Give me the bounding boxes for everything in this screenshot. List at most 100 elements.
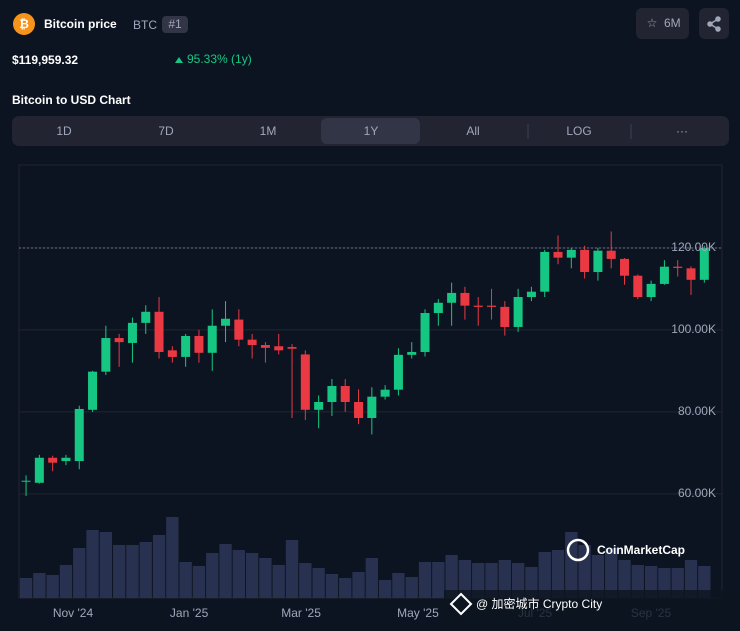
candle-body: [646, 283, 656, 298]
candle-body: [580, 249, 590, 273]
volume-bar: [192, 566, 206, 598]
volume-bar: [458, 560, 472, 598]
candle-body: [699, 247, 709, 280]
volume-bar: [498, 560, 511, 598]
volume-bar: [299, 563, 312, 598]
watermark-icon: [449, 592, 473, 616]
candle-body: [21, 480, 31, 482]
volume-bar: [139, 542, 152, 598]
tab[interactable]: 1M: [260, 124, 277, 138]
tab[interactable]: 1D: [56, 124, 72, 138]
coin-glyph: ₿: [19, 17, 29, 31]
volume-bar: [86, 530, 99, 598]
candle-body: [167, 350, 177, 357]
candle-body: [247, 339, 257, 346]
y-tick-label: 60.00K: [678, 486, 716, 500]
volume-bar: [485, 563, 498, 598]
volume-bar: [511, 563, 525, 598]
candle-body: [500, 306, 510, 327]
volume-bar: [365, 558, 378, 598]
volume-bar: [352, 572, 365, 598]
price: $119,959.32: [12, 53, 78, 67]
volume-bar: [206, 553, 219, 598]
candle-body: [88, 371, 98, 410]
volume-bar: [472, 563, 485, 598]
volume-bar: [219, 544, 232, 598]
volume-bar: [378, 580, 392, 598]
volume-bar: [432, 562, 445, 598]
x-tick-label: Mar '25: [281, 606, 321, 620]
x-tick-label: Jan '25: [170, 606, 209, 620]
tab[interactable]: All: [466, 124, 479, 138]
volume-bar: [179, 562, 192, 598]
candle-body: [260, 345, 270, 348]
y-tick-label: 120.00K: [671, 240, 716, 254]
volume-bar: [605, 548, 618, 598]
candle-body: [154, 311, 164, 352]
candle-body: [141, 311, 151, 323]
tab[interactable]: 1Y: [364, 124, 379, 138]
candle-body: [367, 396, 377, 418]
candle-body: [460, 292, 470, 306]
watermark-bg: [444, 590, 740, 622]
x-tick-label: May '25: [397, 606, 439, 620]
volume-bar: [339, 578, 352, 598]
candle-body: [274, 346, 284, 351]
tab[interactable]: LOG: [566, 124, 591, 138]
candle-body: [314, 402, 324, 410]
candle-body: [287, 347, 297, 349]
candle-body: [181, 335, 191, 357]
candle-body: [380, 389, 390, 397]
volume-bar: [418, 562, 432, 598]
candle-body: [553, 251, 563, 258]
candle-body: [673, 266, 683, 268]
volume-bar: [232, 550, 245, 598]
candle-body: [221, 318, 231, 326]
volume-bar: [551, 550, 565, 598]
volume-bar: [618, 560, 631, 598]
candle-body: [513, 297, 523, 327]
price-change: 95.33% (1y): [187, 52, 252, 66]
candle-body: [487, 305, 497, 307]
candle-body: [127, 322, 137, 343]
volume-bar: [445, 555, 458, 598]
volume-bar: [73, 548, 86, 598]
watchlist-button[interactable]: [636, 8, 689, 39]
volume-bar: [33, 573, 46, 598]
rank-badge: [162, 16, 188, 33]
volume-bar: [112, 545, 126, 598]
volume-bar: [631, 565, 644, 598]
candle-body: [101, 338, 111, 372]
x-tick-label: Nov '24: [53, 606, 94, 620]
share-button[interactable]: [699, 8, 729, 39]
candle-body: [74, 408, 84, 462]
watermark: @ 加密城市 Crypto City: [476, 596, 602, 611]
tab[interactable]: 7D: [158, 124, 174, 138]
watchlist-count: 6M: [664, 16, 681, 30]
volume-bar: [684, 560, 698, 598]
volume-bar: [126, 545, 139, 598]
rank: #1: [168, 17, 182, 31]
volume-bar: [272, 565, 285, 598]
candle-body: [194, 335, 204, 353]
candle-body: [340, 386, 350, 403]
volume-bar: [166, 517, 179, 598]
candle-body: [566, 249, 576, 258]
candle-body: [473, 305, 483, 307]
volume-bar: [285, 540, 299, 598]
candle-body: [433, 302, 443, 314]
candle-body: [620, 258, 630, 276]
volume-bar: [152, 535, 166, 598]
tab[interactable]: ···: [676, 124, 688, 138]
up-arrow: [175, 57, 183, 63]
volume-bar: [46, 575, 59, 598]
candle-body: [540, 251, 550, 292]
y-tick-label: 80.00K: [678, 404, 716, 418]
volume-bar: [99, 532, 112, 598]
candle-body: [447, 292, 457, 303]
volume-bar: [405, 577, 418, 598]
volume-bar: [312, 568, 325, 598]
volume-bar: [19, 578, 33, 598]
